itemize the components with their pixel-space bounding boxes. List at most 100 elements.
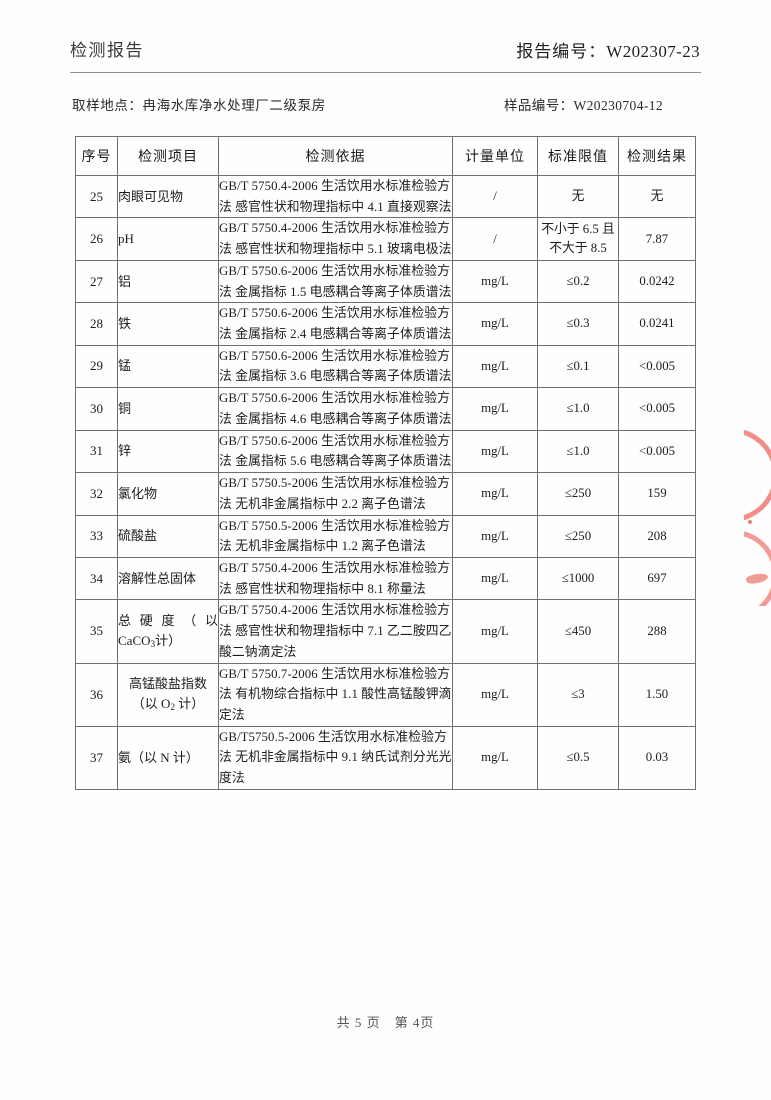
cell-unit: mg/L [452,662,538,727]
table-row: 36 高锰酸盐指数 （以 O2 计） GB/T 5750.7-2006 生活饮用… [75,662,696,727]
table-row: 29 锰 GB/T 5750.6-2006 生活饮用水标准检验方法 金属指标 3… [75,344,696,389]
cell-no: 32 [75,472,118,516]
seal-smear [745,571,769,586]
cell-item: 氨（以 N 计） [117,725,219,790]
cell-item-line1: 高锰酸盐指数 [128,675,207,691]
cell-no: 28 [75,302,118,346]
cell-unit: mg/L [452,429,538,474]
cell-basis: GB/T 5750.4-2006 生活饮用水标准检验方法 感官性状和物理指标中 … [218,217,453,261]
cell-basis: GB/T 5750.6-2006 生活饮用水标准检验方法 金属指标 4.6 电感… [218,387,453,431]
report-number: 报告编号：W202307-23 [516,37,700,62]
cell-no: 26 [75,217,118,261]
cell-unit: mg/L [452,387,538,431]
cell-item: 锌 [117,429,219,474]
cell-result: 0.0241 [618,302,696,346]
header-divider [70,72,701,73]
formula-suffix: 计） [175,695,205,711]
cell-no: 31 [75,429,118,474]
column-header-item: 检测项目 [117,136,219,176]
formula-text: （以 O [131,695,171,711]
sampling-location: 取样地点：冉海水库净水处理厂二级泵房 [72,98,326,113]
cell-limit: ≤0.2 [537,259,619,304]
cell-limit-line1: 不小于 6.5 且 [541,221,615,236]
cell-unit: mg/L [452,514,538,558]
cell-no: 30 [75,387,118,431]
cell-unit: mg/L [452,725,538,790]
cell-limit: ≤1.0 [537,387,619,431]
results-table-wrapper: 序号 检测项目 检测依据 计量单位 标准限值 检测结果 25 肉眼可见物 GB/… [75,136,696,790]
cell-basis: GB/T 5750.4-2006 生活饮用水标准检验方法 感官性状和物理指标中 … [218,599,453,664]
cell-result: 208 [618,514,696,558]
table-row: 33 硫酸盐 GB/T 5750.5-2006 生活饮用水标准检验方法 无机非金… [75,514,696,558]
cell-unit: / [452,174,538,219]
cell-limit: ≤250 [537,472,619,516]
formula-subscript: 3 [150,639,156,650]
table-row: 32 氯化物 GB/T 5750.5-2006 生活饮用水标准检验方法 无机非金… [75,472,696,516]
cell-basis: GB/T 5750.4-2006 生活饮用水标准检验方法 感官性状和物理指标中 … [218,174,453,219]
cell-limit-line2: 不大于 8.5 [549,241,607,256]
cell-unit: mg/L [452,472,538,516]
cell-result: 无 [618,174,696,219]
cell-limit: 不小于 6.5 且 不大于 8.5 [537,217,619,261]
cell-item: 溶解性总固体 [117,556,219,601]
cell-basis: GB/T 5750.6-2006 生活饮用水标准检验方法 金属指标 3.6 电感… [218,344,453,389]
cell-basis: GB/T 5750.4-2006 生活饮用水标准检验方法 感官性状和物理指标中 … [218,556,453,601]
seal-ring-upper [744,428,771,522]
cell-result: 697 [618,556,696,601]
cell-item: 铁 [117,302,219,346]
cell-unit: mg/L [452,259,538,304]
table-row: 35 总硬度（以 CaCO3计） GB/T 5750.4-2006 生活饮用水标… [75,599,696,664]
cell-limit: ≤0.3 [537,302,619,346]
seal-ring-lower [744,530,771,606]
table-row: 28 铁 GB/T 5750.6-2006 生活饮用水标准检验方法 金属指标 2… [75,302,696,346]
table-row: 25 肉眼可见物 GB/T 5750.4-2006 生活饮用水标准检验方法 感官… [75,174,696,219]
table-row: 27 铝 GB/T 5750.6-2006 生活饮用水标准检验方法 金属指标 1… [75,259,696,304]
cell-limit: ≤3 [537,662,619,727]
cell-item-line1: 总硬度（以 [118,612,218,628]
column-header-result: 检测结果 [618,136,696,176]
cell-result: 0.03 [618,725,696,790]
cell-result: 1.50 [618,662,696,727]
cell-item: pH [117,217,219,261]
cell-basis: GB/T5750.5-2006 生活饮用水标准检验方法 无机非金属指标中 9.1… [218,725,453,790]
formula-subscript: 2 [170,702,176,713]
cell-item: 铜 [117,387,219,431]
cell-limit: ≤0.1 [537,344,619,389]
column-header-basis: 检测依据 [218,136,453,176]
cell-no: 35 [75,599,118,664]
red-seal-stamp-icon [744,424,771,606]
column-header-unit: 计量单位 [452,136,538,176]
cell-result: <0.005 [618,344,696,389]
cell-item: 锰 [117,344,219,389]
cell-no: 33 [75,514,118,558]
cell-no: 29 [75,344,118,389]
cell-limit: ≤1.0 [537,429,619,474]
cell-result: 159 [618,472,696,516]
report-number-label: 报告编号： [516,42,607,61]
document-header: 检测报告 报告编号：W202307-23 [70,36,700,70]
column-header-no: 序号 [75,136,118,176]
cell-basis: GB/T 5750.7-2006 生活饮用水标准检验方法 有机物综合指标中 1.… [218,662,453,727]
cell-result: 288 [618,599,696,664]
cell-no: 34 [75,556,118,601]
page-title: 检测报告 [70,41,144,60]
cell-no: 36 [75,662,118,727]
page-footer: 共 5 页 第 4页 [336,1015,435,1030]
sample-info-line: 取样地点：冉海水库净水处理厂二级泵房 样品编号：W20230704-12 [72,94,700,116]
cell-no: 25 [75,174,118,219]
table-row: 26 pH GB/T 5750.4-2006 生活饮用水标准检验方法 感官性状和… [75,217,696,261]
cell-unit: mg/L [452,344,538,389]
cell-basis: GB/T 5750.6-2006 生活饮用水标准检验方法 金属指标 5.6 电感… [218,429,453,474]
cell-limit: ≤250 [537,514,619,558]
table-row: 34 溶解性总固体 GB/T 5750.4-2006 生活饮用水标准检验方法 感… [75,556,696,601]
cell-unit: mg/L [452,302,538,346]
table-row: 31 锌 GB/T 5750.6-2006 生活饮用水标准检验方法 金属指标 5… [75,429,696,474]
results-table: 序号 检测项目 检测依据 计量单位 标准限值 检测结果 25 肉眼可见物 GB/… [75,136,696,790]
cell-no: 27 [75,259,118,304]
cell-item: 铝 [117,259,219,304]
cell-item: 肉眼可见物 [117,174,219,219]
cell-item-line2: CaCO3计） [118,633,181,650]
cell-limit: 无 [537,174,619,219]
cell-item: 高锰酸盐指数 （以 O2 计） [117,662,219,727]
cell-result: 0.0242 [618,259,696,304]
